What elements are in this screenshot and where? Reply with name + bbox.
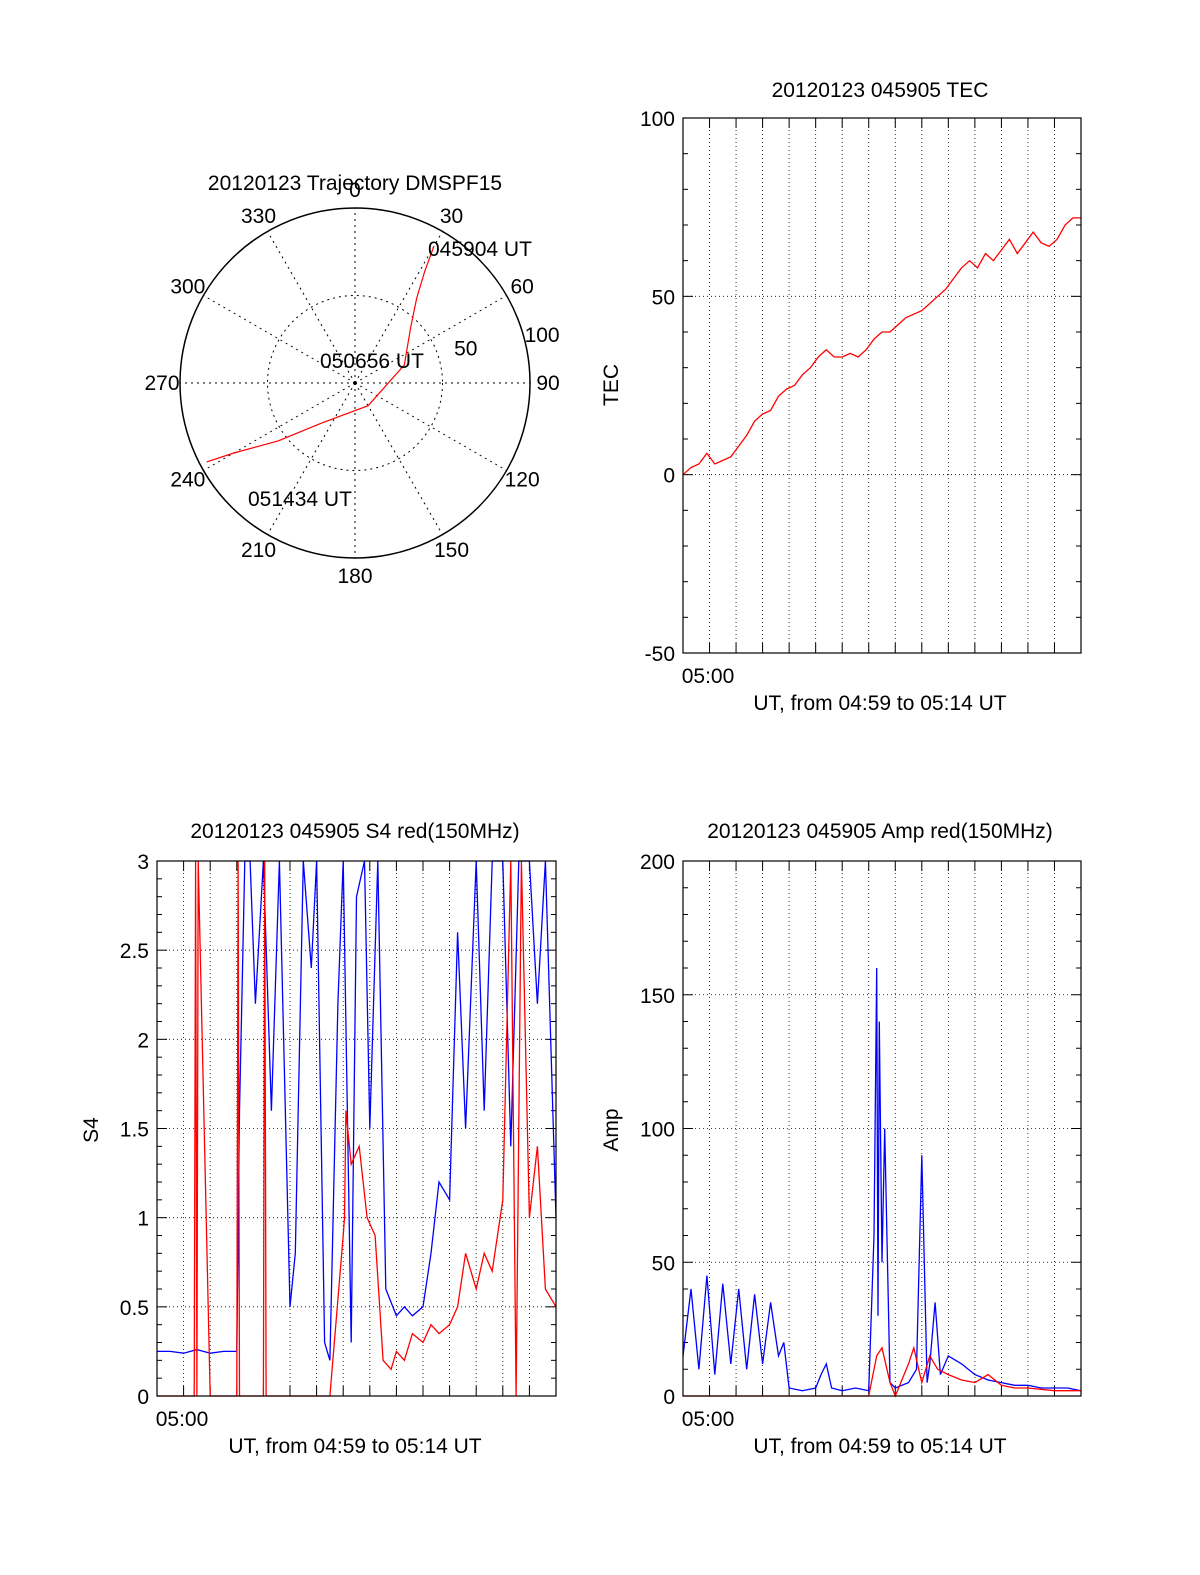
s4-ytick-label: 1 (137, 1208, 149, 1231)
polar-spoke (267, 382, 356, 535)
amp-plot-frame (682, 860, 1082, 1397)
polar-trajectory-chart: 20120123 Trajectory DMSPF15 0 30 60 90 120 15… (144, 172, 559, 588)
polar-labels: 0 30 60 90 120 150 180 210 240 270 300 330 50 100 (144, 179, 559, 588)
polar-spoke (267, 231, 356, 384)
tec-xtick-label: 05:00 (682, 665, 735, 688)
s4-chart: 20120123 045905 S4 red(150MHz) S4 UT, fr… (80, 820, 557, 1458)
polar-azimuth-label: 0 (349, 179, 361, 202)
polar-spoke (203, 295, 356, 384)
tec-ytick-label: 0 (663, 465, 675, 488)
polar-azimuth-label: 90 (536, 372, 559, 395)
polar-annotation-start: 045904 UT (428, 238, 532, 261)
tec-series-line (682, 217, 1081, 476)
polar-grid (179, 207, 531, 559)
polar-azimuth-label: 210 (241, 539, 276, 562)
tec-xlabel: UT, from 04:59 to 05:14 UT (753, 692, 1006, 715)
polar-azimuth-label: 30 (440, 205, 463, 228)
amp-chart: 20120123 045905 Amp red(150MHz) Amp UT, … (600, 820, 1082, 1458)
amp-ytick-label: 100 (640, 1119, 675, 1142)
polar-azimuth-label: 330 (241, 205, 276, 228)
polar-track-line (206, 246, 435, 463)
polar-azimuth-label: 60 (510, 276, 533, 299)
s4-ylabel: S4 (80, 1117, 103, 1143)
s4-ytick-label: 0.5 (120, 1297, 149, 1320)
s4-plot-frame (156, 860, 557, 1397)
s4-ytick-label: 2.5 (120, 940, 149, 963)
polar-azimuth-label: 240 (170, 469, 205, 492)
amp-ytick-label: 0 (663, 1386, 675, 1409)
tec-ytick-label: -50 (645, 643, 675, 666)
s4-series-line (157, 860, 557, 1361)
amp-series-line (683, 1345, 1081, 1398)
polar-track (206, 246, 435, 463)
polar-radial-label: 50 (454, 337, 477, 360)
polar-azimuth-label: 150 (434, 539, 469, 562)
amp-ytick-label: 200 (640, 851, 675, 874)
s4-xlabel: UT, from 04:59 to 05:14 UT (228, 1435, 481, 1458)
tec-ytick-label: 50 (652, 286, 675, 309)
s4-xtick-label: 05:00 (156, 1408, 209, 1431)
tec-ytick-label: 100 (640, 108, 675, 131)
amp-ylabel: Amp (600, 1108, 623, 1151)
polar-spoke (354, 295, 507, 384)
polar-radial-label: 100 (525, 324, 560, 347)
s4-ytick-label: 0 (137, 1386, 149, 1409)
amp-title: 20120123 045905 Amp red(150MHz) (707, 820, 1053, 843)
polar-azimuth-label: 300 (170, 276, 205, 299)
polar-annotation-mid: 050656 UT (320, 350, 424, 373)
tec-plot-frame (682, 117, 1082, 654)
polar-azimuth-label: 180 (337, 565, 372, 588)
s4-series-line (157, 860, 557, 1397)
s4-title: 20120123 045905 S4 red(150MHz) (190, 820, 519, 843)
polar-spoke (203, 382, 356, 471)
s4-ytick-label: 3 (137, 851, 149, 874)
polar-azimuth-label: 270 (144, 372, 179, 395)
tec-ylabel: TEC (600, 364, 623, 406)
amp-xlabel: UT, from 04:59 to 05:14 UT (753, 1435, 1006, 1458)
polar-azimuth-label: 120 (505, 469, 540, 492)
polar-spoke (354, 231, 443, 384)
s4-ytick-label: 1.5 (120, 1119, 149, 1142)
amp-ytick-label: 50 (652, 1252, 675, 1275)
polar-title: 20120123 Trajectory DMSPF15 (208, 172, 502, 195)
polar-spoke (354, 382, 507, 471)
tec-chart: 20120123 045905 TEC TEC UT, from 04:59 t… (600, 79, 1082, 715)
tec-title: 20120123 045905 TEC (772, 79, 989, 102)
polar-spoke (354, 382, 443, 535)
amp-series-line (682, 967, 1082, 1392)
s4-ytick-label: 2 (137, 1029, 149, 1052)
polar-radial-ring (267, 295, 443, 471)
polar-annotation-end: 051434 UT (248, 488, 352, 511)
amp-xtick-label: 05:00 (682, 1408, 735, 1431)
amp-ytick-label: 150 (640, 985, 675, 1008)
